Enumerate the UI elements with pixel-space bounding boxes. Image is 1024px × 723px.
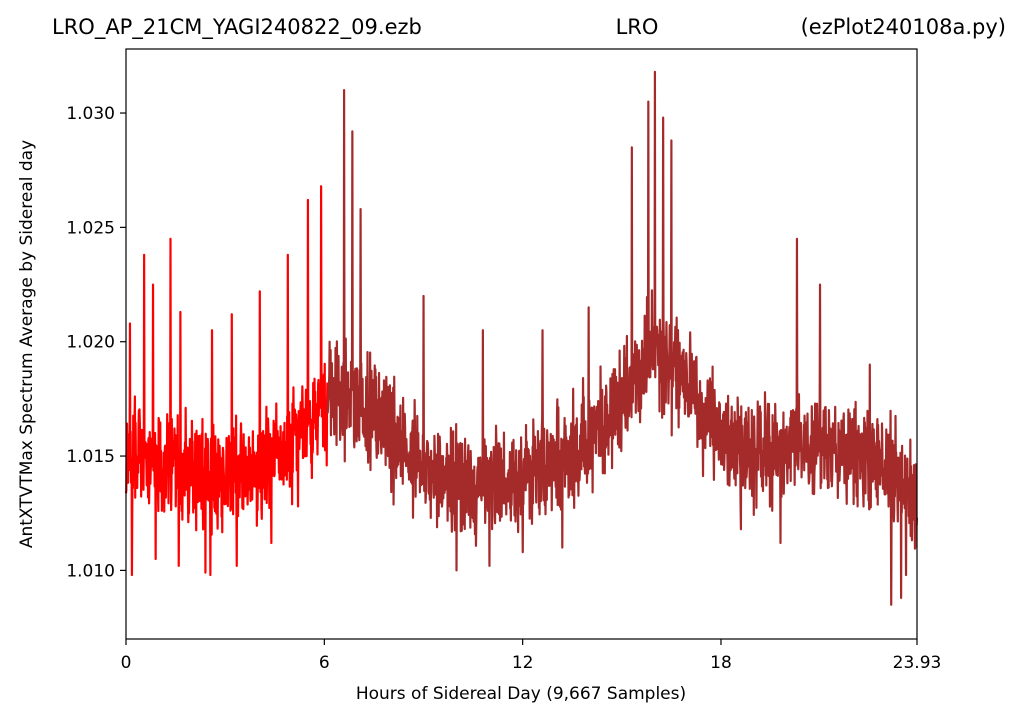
- x-tick-label: 12: [512, 653, 534, 673]
- plot-frame: [125, 48, 918, 640]
- series-line-1: [124, 185, 329, 577]
- x-axis-label: Hours of Sidereal Day (9,667 Samples): [356, 684, 686, 704]
- title-script: (ezPlot240108a.py): [801, 15, 1006, 39]
- title-filename: LRO_AP_21CM_YAGI240822_09.ezb: [52, 15, 422, 40]
- series-layer: [124, 70, 919, 606]
- y-tick-label: 1.015: [66, 447, 115, 467]
- title-station: LRO: [616, 15, 659, 39]
- y-axis: 1.010 1.015 1.020 1.025 1.030: [66, 104, 126, 581]
- x-tick-label: 23.93: [893, 653, 942, 673]
- y-tick-label: 1.010: [66, 561, 115, 581]
- y-tick-label: 1.030: [66, 104, 115, 124]
- y-tick-label: 1.025: [66, 218, 115, 238]
- chart-title: LRO_AP_21CM_YAGI240822_09.ezb LRO (ezPlo…: [52, 15, 1006, 40]
- x-tick-label: 18: [710, 653, 732, 673]
- y-axis-label: AntXTVTMax Spectrum Average by Sidereal …: [17, 140, 37, 548]
- series-line-2: [326, 70, 919, 606]
- x-tick-label: 6: [319, 653, 330, 673]
- x-tick-label: 0: [121, 653, 132, 673]
- y-tick-label: 1.020: [66, 333, 115, 353]
- x-axis: 0 6 12 18 23.93: [121, 639, 942, 673]
